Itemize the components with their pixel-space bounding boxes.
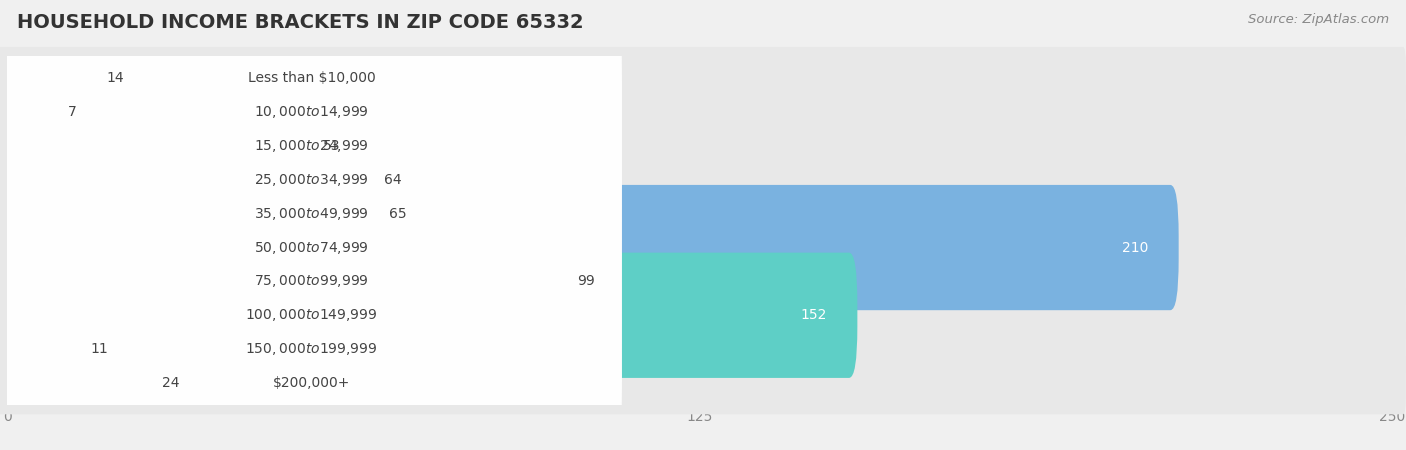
FancyBboxPatch shape [1, 155, 621, 340]
FancyBboxPatch shape [0, 252, 858, 378]
Text: 53: 53 [323, 139, 340, 153]
FancyBboxPatch shape [0, 219, 564, 344]
Text: 14: 14 [107, 71, 124, 85]
Text: 99: 99 [578, 274, 595, 288]
FancyBboxPatch shape [0, 318, 1406, 380]
Text: 210: 210 [1122, 241, 1149, 255]
Text: Source: ZipAtlas.com: Source: ZipAtlas.com [1249, 14, 1389, 27]
Text: $10,000 to $14,999: $10,000 to $14,999 [254, 104, 370, 120]
FancyBboxPatch shape [0, 320, 148, 446]
FancyBboxPatch shape [0, 47, 1406, 110]
FancyBboxPatch shape [1, 88, 621, 272]
FancyBboxPatch shape [1, 257, 621, 441]
Text: 65: 65 [389, 207, 406, 220]
FancyBboxPatch shape [0, 148, 1406, 211]
Text: $200,000+: $200,000+ [273, 376, 350, 390]
FancyBboxPatch shape [0, 185, 1178, 310]
Text: $50,000 to $74,999: $50,000 to $74,999 [254, 239, 370, 256]
FancyBboxPatch shape [0, 216, 1406, 279]
FancyBboxPatch shape [1, 223, 621, 407]
Text: $25,000 to $34,999: $25,000 to $34,999 [254, 172, 370, 188]
FancyBboxPatch shape [0, 287, 76, 412]
Text: HOUSEHOLD INCOME BRACKETS IN ZIP CODE 65332: HOUSEHOLD INCOME BRACKETS IN ZIP CODE 65… [17, 14, 583, 32]
Text: 24: 24 [162, 376, 180, 390]
FancyBboxPatch shape [1, 0, 621, 171]
Text: $35,000 to $49,999: $35,000 to $49,999 [254, 206, 370, 222]
Text: 64: 64 [384, 173, 401, 187]
Text: Less than $10,000: Less than $10,000 [247, 71, 375, 85]
FancyBboxPatch shape [0, 83, 309, 209]
FancyBboxPatch shape [0, 284, 1406, 346]
Text: 7: 7 [67, 105, 77, 119]
FancyBboxPatch shape [0, 16, 93, 141]
FancyBboxPatch shape [0, 182, 1406, 245]
FancyBboxPatch shape [0, 351, 1406, 414]
Text: $15,000 to $24,999: $15,000 to $24,999 [254, 138, 370, 154]
FancyBboxPatch shape [1, 291, 621, 450]
Text: $100,000 to $149,999: $100,000 to $149,999 [246, 307, 378, 323]
FancyBboxPatch shape [0, 50, 53, 175]
Text: 11: 11 [90, 342, 108, 356]
Text: 152: 152 [800, 308, 827, 322]
FancyBboxPatch shape [1, 54, 621, 238]
FancyBboxPatch shape [0, 115, 1406, 177]
FancyBboxPatch shape [0, 81, 1406, 144]
FancyBboxPatch shape [0, 250, 1406, 313]
Text: $75,000 to $99,999: $75,000 to $99,999 [254, 274, 370, 289]
FancyBboxPatch shape [1, 189, 621, 374]
FancyBboxPatch shape [1, 122, 621, 306]
Text: $150,000 to $199,999: $150,000 to $199,999 [246, 341, 378, 357]
FancyBboxPatch shape [0, 151, 375, 276]
FancyBboxPatch shape [1, 20, 621, 204]
FancyBboxPatch shape [0, 117, 370, 243]
